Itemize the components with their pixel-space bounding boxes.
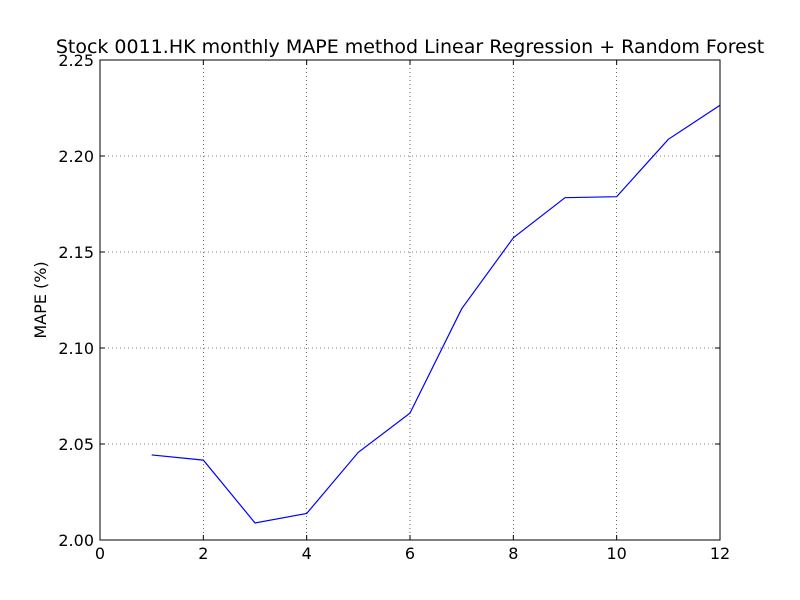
x-tick-label: 2 (198, 544, 208, 563)
y-tick-label: 2.25 (58, 51, 94, 70)
y-tick-label: 2.15 (58, 243, 94, 262)
x-tick-label: 12 (710, 544, 730, 563)
y-tick-label: 2.20 (58, 147, 94, 166)
y-tick-label: 2.10 (58, 339, 94, 358)
y-tick-label: 2.00 (58, 531, 94, 550)
x-tick-label: 6 (405, 544, 415, 563)
x-tick-label: 4 (302, 544, 312, 563)
grid (99, 59, 721, 541)
x-tick-label: 8 (508, 544, 518, 563)
plot-frame (99, 59, 721, 541)
chart-title: Stock 0011.HK monthly MAPE method Linear… (56, 36, 764, 58)
y-axis-label: MAPE (%) (31, 261, 50, 338)
axis-ticks: 0 2 4 6 8 10 12 2.00 2.05 2.10 2.15 2.20 2.25 (58, 51, 730, 563)
x-tick-label: 10 (606, 544, 626, 563)
x-tick-label: 0 (95, 544, 105, 563)
series-layer (151, 104, 721, 524)
series-line (151, 104, 721, 524)
y-tick-label: 2.05 (58, 435, 94, 454)
